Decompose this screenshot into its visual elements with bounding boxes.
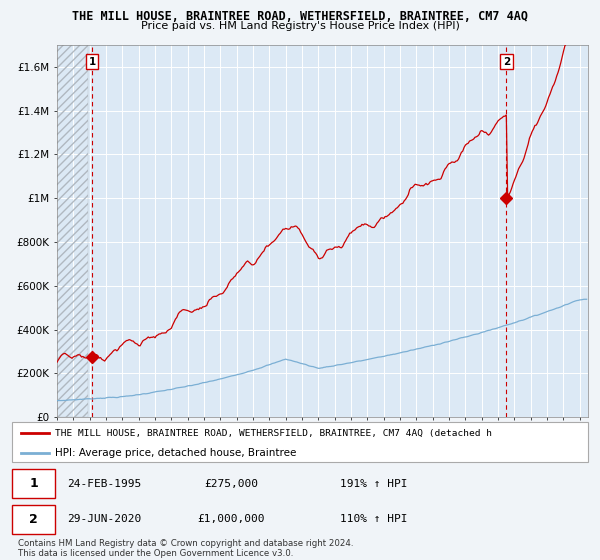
Text: Price paid vs. HM Land Registry's House Price Index (HPI): Price paid vs. HM Land Registry's House … — [140, 21, 460, 31]
Text: 1: 1 — [89, 57, 96, 67]
Text: THE MILL HOUSE, BRAINTREE ROAD, WETHERSFIELD, BRAINTREE, CM7 4AQ (detached h: THE MILL HOUSE, BRAINTREE ROAD, WETHERSF… — [55, 428, 492, 437]
Text: 24-FEB-1995: 24-FEB-1995 — [67, 479, 141, 489]
Text: 1: 1 — [29, 477, 38, 490]
FancyBboxPatch shape — [12, 505, 55, 534]
Text: HPI: Average price, detached house, Braintree: HPI: Average price, detached house, Brai… — [55, 448, 296, 458]
Text: THE MILL HOUSE, BRAINTREE ROAD, WETHERSFIELD, BRAINTREE, CM7 4AQ: THE MILL HOUSE, BRAINTREE ROAD, WETHERSF… — [72, 10, 528, 23]
Text: 2: 2 — [503, 57, 510, 67]
Text: 110% ↑ HPI: 110% ↑ HPI — [340, 515, 408, 524]
Text: £1,000,000: £1,000,000 — [197, 515, 265, 524]
FancyBboxPatch shape — [12, 469, 55, 498]
Text: 191% ↑ HPI: 191% ↑ HPI — [340, 479, 408, 489]
Text: 29-JUN-2020: 29-JUN-2020 — [67, 515, 141, 524]
Text: 2: 2 — [29, 513, 38, 526]
Text: £275,000: £275,000 — [204, 479, 258, 489]
Text: Contains HM Land Registry data © Crown copyright and database right 2024.
This d: Contains HM Land Registry data © Crown c… — [18, 539, 353, 558]
